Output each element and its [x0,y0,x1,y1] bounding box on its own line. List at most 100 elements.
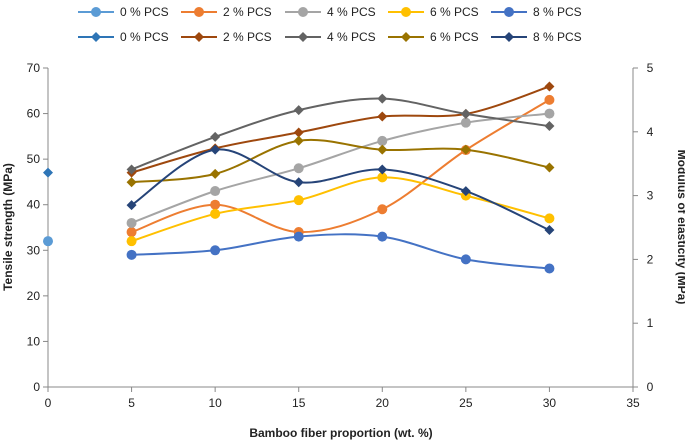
data-point [377,135,388,146]
x-tick-label: 5 [128,396,135,410]
data-point [460,108,471,119]
series-line [131,233,550,270]
data-point [126,200,137,211]
data-point [43,167,53,178]
series-line [131,176,550,243]
legend-item: 8 % PCS [491,30,582,44]
data-point [210,168,221,179]
data-point [210,144,221,155]
data-point [210,208,221,219]
x-tick-label: 10 [208,396,222,410]
legend-marker [401,7,411,17]
legend-label: 4 % PCS [327,30,376,44]
x-axis-ticks: 0 5 10 15 20 25 30 35 [45,387,640,410]
x-tick-label: 15 [292,396,306,410]
data-point [460,186,471,197]
data-point [377,93,388,104]
y-axis-ticks: 0 10 20 30 40 50 60 70 [27,61,48,394]
series-modulus-0pcs [43,167,53,178]
legend-label: 6 % PCS [430,30,479,44]
data-point [293,163,304,174]
series-tensile-4pcs [126,108,555,228]
series-modulus-6pcs [126,135,555,188]
legend-item: 4 % PCS [285,30,376,44]
y-tick-label: 10 [27,334,41,348]
data-point [293,177,304,188]
legend-marker [401,32,411,42]
data-point [544,263,555,274]
y-tick-label: 60 [27,107,41,121]
legend-marker [194,7,204,17]
legend-label: 0 % PCS [120,30,169,44]
data-point [210,186,221,197]
y-tick-label: 50 [27,152,41,166]
legend-label: 8 % PCS [533,5,582,19]
data-point [126,177,137,188]
x-axis-title: Bamboo fiber proportion (wt. %) [249,426,432,440]
data-point [126,217,137,228]
series-tensile-0pcs [43,236,53,247]
y2-tick-label: 2 [647,252,654,266]
series-line [131,148,550,232]
legend-item: 2 % PCS [181,5,272,19]
legend-marker [91,32,101,42]
data-point [210,245,221,256]
data-point [377,111,388,122]
data-point [544,94,555,105]
series-line [131,138,550,184]
legend-marker [298,32,308,42]
data-point [460,144,471,155]
legend-marker [298,7,308,17]
y2-tick-label: 0 [647,380,654,394]
series-modulus-8pcs [126,144,555,236]
data-point [377,172,388,183]
legend-label: 8 % PCS [533,30,582,44]
data-point [126,249,137,260]
data-point [293,105,304,116]
series-tensile-6pcs [126,172,555,247]
x-tick-label: 20 [376,396,390,410]
y2-axis-title: Modulus of elasticity (MPa) [675,150,685,305]
y-tick-label: 70 [27,61,41,75]
series-line [131,99,550,234]
legend-marker [504,32,514,42]
data-point [460,254,471,265]
legend-item: 4 % PCS [285,5,376,19]
series-tensile-8pcs [126,231,555,274]
y-axis-title: Tensile strength (MPa) [1,163,15,291]
legend-label: 2 % PCS [223,30,272,44]
y-tick-label: 20 [27,289,41,303]
data-point [126,164,137,175]
y2-tick-label: 1 [647,316,654,330]
y2-axis-ticks: 0 1 2 3 4 5 [633,61,654,394]
y2-tick-label: 4 [647,125,654,139]
x-tick-label: 25 [459,396,473,410]
data-point [377,231,388,242]
data-point [544,225,555,236]
legend-item: 6 % PCS [388,30,479,44]
data-point [43,236,53,247]
data-point [293,135,304,146]
x-tick-label: 30 [543,396,557,410]
data-point [544,108,555,119]
x-tick-label: 0 [45,396,52,410]
y-tick-label: 30 [27,243,41,257]
data-point [293,231,304,242]
legend-marker [91,7,101,17]
legend-item: 0 % PCS [78,5,169,19]
legend-item: 2 % PCS [181,30,272,44]
data-point [126,227,137,238]
series-tensile-2pcs [126,94,555,238]
legend-label: 4 % PCS [327,5,376,19]
y-tick-label: 0 [33,380,40,394]
series-line [131,85,550,174]
legend-marker [194,32,204,42]
x-tick-label: 35 [626,396,640,410]
legend-marker [504,7,514,17]
data-point [377,204,388,215]
data-point [126,236,137,247]
data-point [210,131,221,142]
data-point [544,213,555,224]
data-point [293,195,304,206]
